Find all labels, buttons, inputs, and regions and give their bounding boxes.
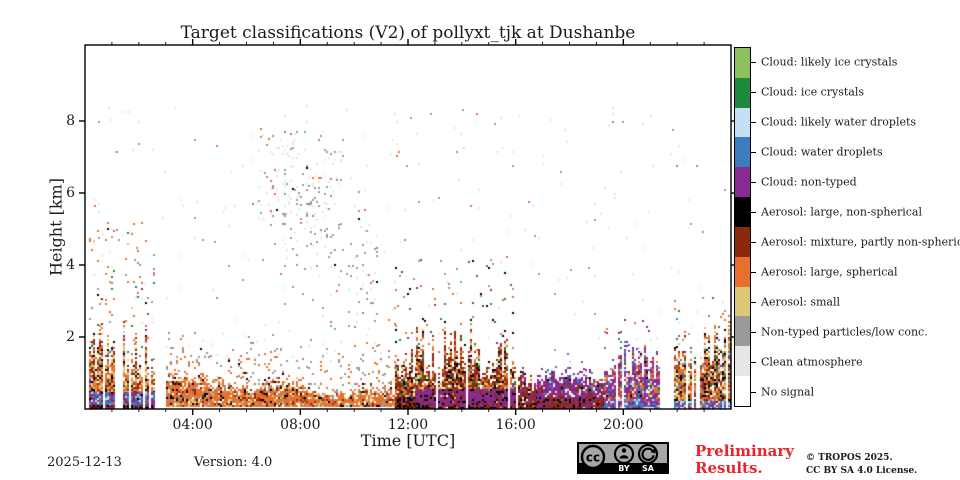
legend-label-ice_likely: Cloud: likely ice crystals (761, 55, 898, 69)
legend-swatch-aero_large_ns (735, 197, 750, 227)
x-tick-label: 16:00 (495, 417, 536, 433)
svg-text:SA: SA (642, 464, 655, 473)
legend-swatch-aero_mix (735, 226, 750, 257)
x-tick-label: 04:00 (172, 417, 213, 433)
y-axis-label: Height [km] (46, 178, 66, 276)
x-tick-label: 08:00 (280, 417, 321, 433)
legend-swatch-clean (735, 346, 750, 377)
legend-label-clean: Clean atmosphere (761, 355, 863, 369)
y-tick-label: 6 (66, 185, 75, 201)
legend-label-aero_mix: Aerosol: mixture, partly non-spherical (761, 235, 960, 249)
preliminary-line1: Preliminary (695, 442, 794, 460)
legend-tick (751, 241, 756, 243)
legend-tick (751, 361, 756, 363)
legend-swatch-aero_large_s (735, 256, 750, 287)
y-tick-label: 2 (66, 329, 75, 345)
legend-label-nontyped: Non-typed particles/low conc. (761, 325, 928, 339)
svg-text:BY: BY (618, 464, 630, 473)
cc-icon (580, 444, 606, 470)
legend-label-aero_large_ns: Aerosol: large, non-spherical (761, 205, 923, 219)
legend-tick (751, 181, 756, 183)
legend-swatch-nosignal (735, 376, 750, 406)
legend-label-water: Cloud: water droplets (761, 145, 883, 159)
version-label: Version: 4.0 (194, 455, 273, 470)
copyright-note: © TROPOS 2025. CC BY SA 4.0 License. (806, 452, 917, 478)
legend-label-aero_large_s: Aerosol: large, spherical (761, 265, 898, 279)
legend-tick (751, 301, 756, 303)
x-axis-label: Time [UTC] (360, 431, 456, 450)
legend-swatch-aero_small (735, 286, 750, 317)
legend-tick (751, 121, 756, 123)
copyright-line1: © TROPOS 2025. (806, 453, 893, 463)
colorbar-legend: Cloud: likely ice crystals Cloud: ice cry… (734, 47, 960, 407)
y-tick-label: 4 (66, 257, 75, 273)
svg-text:cc: cc (586, 451, 600, 465)
page-title: Target classifications (V2) of pollyxt_t… (180, 23, 636, 43)
legend-tick (751, 211, 756, 213)
colorbar (734, 47, 751, 407)
legend-swatch-water_likely (735, 107, 750, 138)
legend-tick (751, 91, 756, 93)
legend-swatch-ice (735, 77, 750, 108)
legend-swatch-cloud_nt (735, 167, 750, 198)
legend-tick (751, 391, 756, 393)
legend-label-aero_small: Aerosol: small (761, 295, 840, 309)
preliminary-line2: Results. (695, 459, 763, 478)
legend-label-nosignal: No signal (761, 385, 815, 399)
cc-by-sa-badge: cc BY SA (577, 442, 669, 474)
legend-swatch-water (735, 137, 750, 168)
legend-tick (751, 61, 756, 63)
legend-tick (751, 331, 756, 333)
by-person-icon (613, 443, 635, 465)
legend-tick (751, 271, 756, 273)
legend-label-cloud_nt: Cloud: non-typed (761, 175, 857, 189)
y-tick-label: 8 (66, 113, 75, 129)
legend-swatch-nontyped (735, 316, 750, 347)
legend-swatch-ice_likely (735, 48, 750, 78)
legend-tick (751, 151, 756, 153)
legend-label-ice: Cloud: ice crystals (761, 85, 864, 99)
copyright-line2: CC BY SA 4.0 License. (806, 466, 918, 477)
classification-heatmap (85, 45, 731, 409)
x-tick-label: 20:00 (603, 417, 644, 433)
preliminary-results-note: Preliminary Results. (695, 442, 794, 478)
legend-label-water_likely: Cloud: likely water droplets (761, 115, 917, 129)
measurement-date: 2025-12-13 (47, 455, 122, 470)
x-tick-label: 12:00 (387, 417, 429, 433)
